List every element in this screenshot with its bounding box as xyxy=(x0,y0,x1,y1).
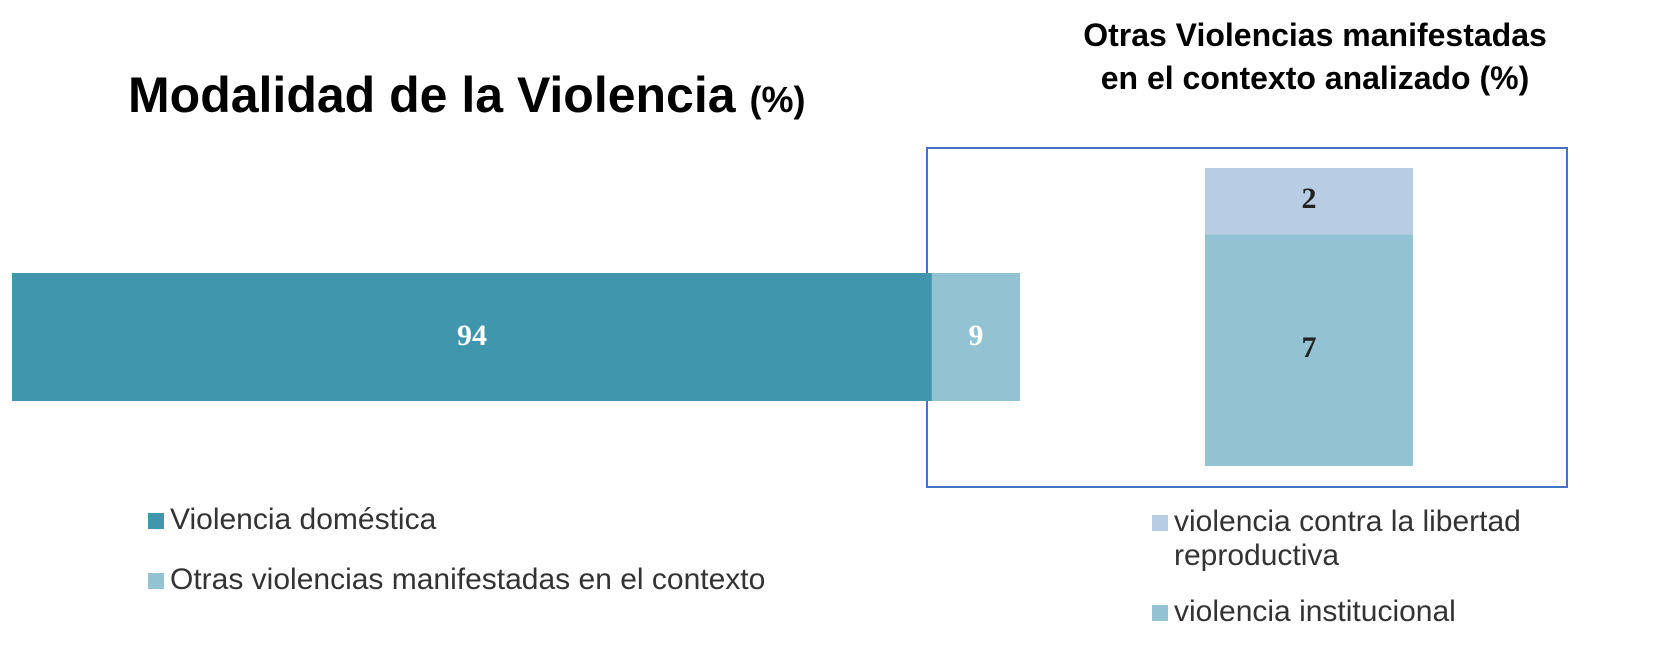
bar-segment xyxy=(1205,234,1413,466)
bar-segment xyxy=(1205,168,1413,235)
data-label: 2 xyxy=(1302,182,1317,215)
legend-swatch xyxy=(1152,515,1168,531)
title-text: Modalidad de la Violencia xyxy=(128,67,736,123)
legend-item: violencia institucional xyxy=(1152,595,1652,629)
legend-swatch xyxy=(148,573,164,589)
bar-segment xyxy=(931,273,1020,401)
bar-segment xyxy=(12,273,932,401)
data-label: 7 xyxy=(1302,331,1317,364)
legend-item: Violencia doméstica xyxy=(148,503,436,537)
legend-label: Violencia doméstica xyxy=(170,503,437,536)
legend-label: Otras violencias manifestadas en el cont… xyxy=(170,563,766,596)
chart-title: Modalidad de la Violencia (%) xyxy=(128,66,805,124)
legend-item: violencia contra la libertad reproductiv… xyxy=(1152,505,1652,573)
legend-swatch xyxy=(1152,605,1168,621)
legend-item: Otras violencias manifestadas en el cont… xyxy=(148,563,765,597)
data-label: 94 xyxy=(457,319,487,352)
legend-label: violencia institucional xyxy=(1174,595,1456,628)
data-label: 9 xyxy=(968,319,983,352)
chart-title: Otras Violencias manifestadas en el cont… xyxy=(1083,17,1547,96)
title-unit: (%) xyxy=(749,79,806,120)
legend-label: violencia contra la libertad reproductiv… xyxy=(1174,505,1521,572)
legend-swatch xyxy=(148,513,164,529)
